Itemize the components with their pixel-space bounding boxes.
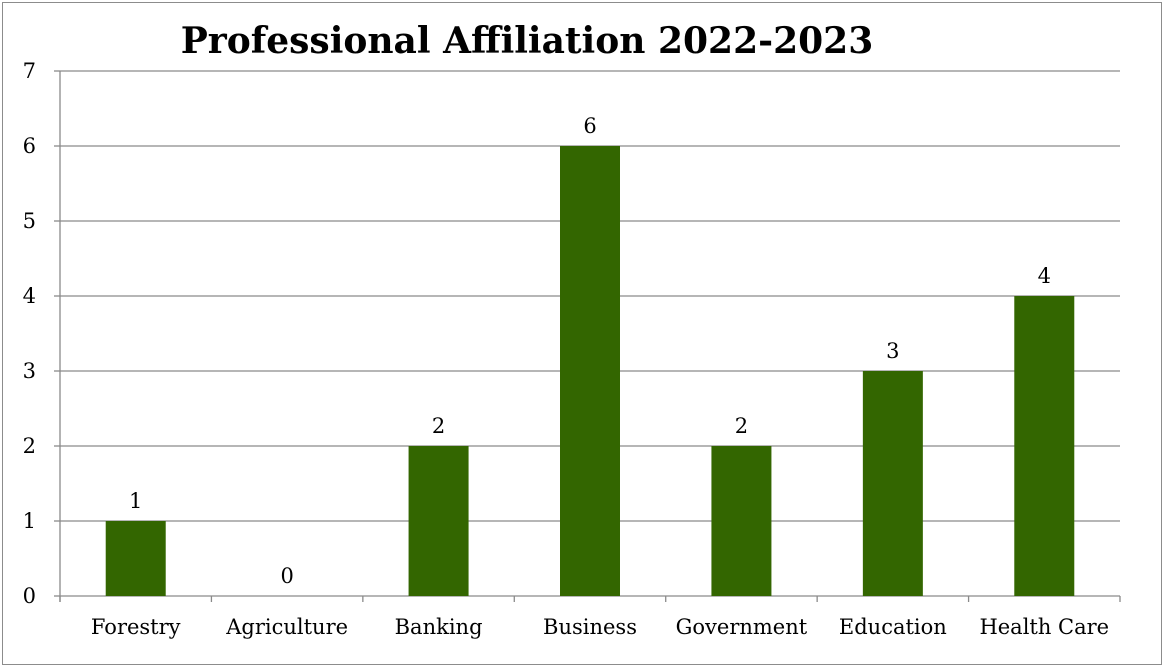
- y-tick-label-1: 1: [23, 509, 36, 533]
- labels: 0 1 2 3 4 5 6 7 1 Forestry 0 Agriculture 2 Banking 6 Bu…: [23, 59, 1109, 639]
- data-label-education: 3: [886, 339, 899, 363]
- bar-education: [862, 371, 923, 596]
- y-tick-label-7: 7: [23, 59, 36, 83]
- bars: [105, 146, 1075, 596]
- bar-health-care: [1014, 296, 1075, 596]
- y-tick-label-2: 2: [23, 434, 36, 458]
- bar-business: [560, 146, 620, 596]
- y-tick-label-0: 0: [23, 584, 36, 608]
- bar-forestry: [105, 521, 166, 596]
- category-label-government: Government: [676, 615, 808, 639]
- bar-government: [711, 446, 772, 596]
- category-label-business: Business: [543, 615, 637, 639]
- y-tick-label-5: 5: [23, 209, 36, 233]
- chart-title: Professional Affiliation 2022-2023: [181, 20, 874, 62]
- bar-banking: [408, 446, 469, 596]
- data-label-business: 6: [583, 114, 596, 138]
- y-tick-label-4: 4: [23, 284, 36, 308]
- data-label-forestry: 1: [129, 489, 142, 513]
- y-tick-label-3: 3: [23, 359, 36, 383]
- data-label-banking: 2: [432, 414, 445, 438]
- category-label-agriculture: Agriculture: [225, 615, 348, 639]
- data-label-health-care: 4: [1038, 264, 1051, 288]
- category-label-banking: Banking: [395, 615, 483, 639]
- y-tick-label-6: 6: [23, 134, 36, 158]
- data-label-government: 2: [735, 414, 748, 438]
- data-label-agriculture: 0: [280, 564, 293, 588]
- category-label-education: Education: [839, 615, 947, 639]
- category-label-forestry: Forestry: [91, 615, 181, 639]
- category-label-health-care: Health Care: [979, 615, 1109, 639]
